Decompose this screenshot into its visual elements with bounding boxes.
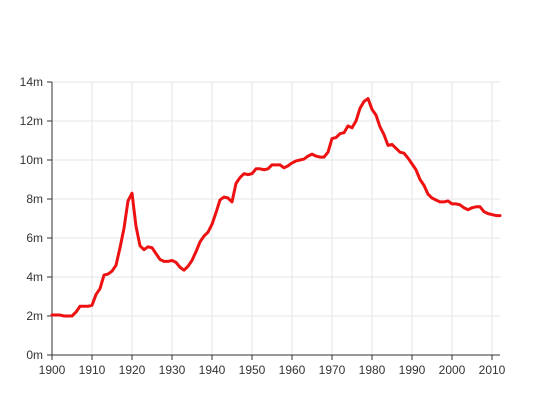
- y-tick-label: 8m: [26, 192, 43, 206]
- x-tick-label: 1990: [399, 363, 426, 377]
- y-tick-label: 12m: [20, 114, 43, 128]
- x-axis-ticks: 1900 1910 1920 1930 1940 1950 1960 1970 1980 1990…: [39, 355, 506, 377]
- grid-lines: [52, 81, 500, 355]
- x-tick-label: 1930: [159, 363, 186, 377]
- y-tick-label: 0m: [26, 348, 43, 362]
- y-tick-label: 2m: [26, 309, 43, 323]
- y-tick-label: 10m: [20, 153, 43, 167]
- x-tick-label: 2010: [479, 363, 506, 377]
- x-tick-label: 1960: [279, 363, 306, 377]
- axes: [51, 82, 500, 356]
- y-tick-label: 4m: [26, 270, 43, 284]
- series-layer: [50, 97, 502, 318]
- y-tick-label: 6m: [26, 231, 43, 245]
- x-tick-label: 1920: [119, 363, 146, 377]
- x-tick-label: 1910: [79, 363, 106, 377]
- x-tick-label: 1980: [359, 363, 386, 377]
- x-tick-label: 1950: [239, 363, 266, 377]
- y-axis-ticks: 0m 2m 4m 6m 8m 10m 12m 14m: [20, 75, 52, 362]
- x-tick-label: 1940: [199, 363, 226, 377]
- y-tick-label: 14m: [20, 75, 43, 89]
- x-tick-label: 1900: [39, 363, 66, 377]
- x-tick-label: 2000: [439, 363, 466, 377]
- x-tick-label: 1970: [319, 363, 346, 377]
- series-line-0: [50, 97, 502, 318]
